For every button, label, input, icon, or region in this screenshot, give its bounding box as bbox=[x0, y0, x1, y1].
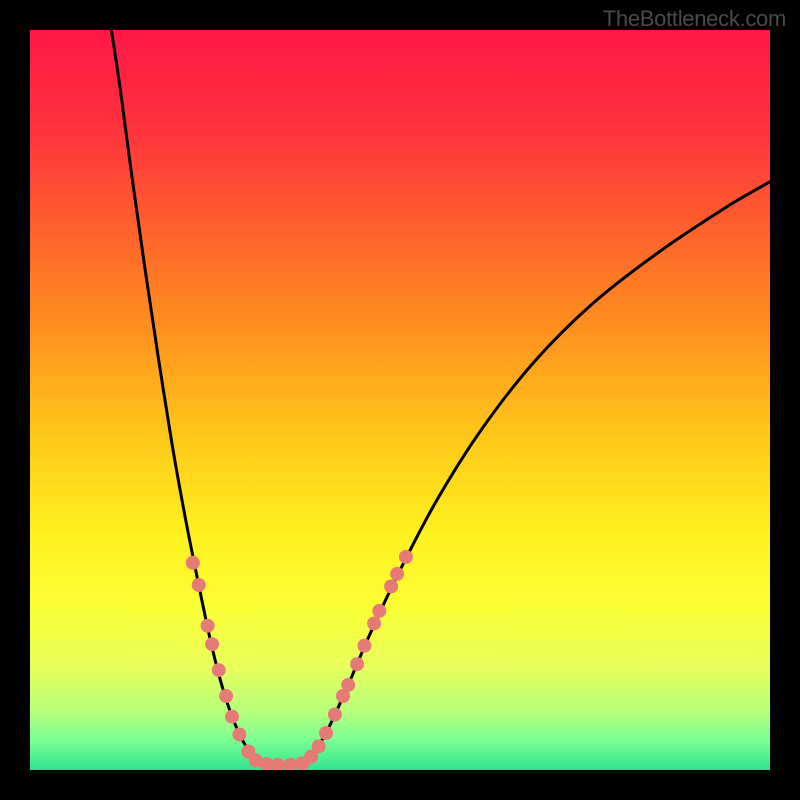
data-marker bbox=[219, 689, 233, 703]
plot-svg bbox=[30, 30, 770, 770]
watermark-text: TheBottleneck.com bbox=[603, 6, 786, 32]
chart-root: TheBottleneck.com bbox=[0, 0, 800, 800]
data-marker bbox=[212, 663, 226, 677]
data-marker bbox=[319, 726, 333, 740]
data-marker bbox=[399, 550, 413, 564]
data-marker bbox=[205, 637, 219, 651]
data-marker bbox=[390, 567, 404, 581]
data-marker bbox=[192, 578, 206, 592]
data-marker bbox=[328, 708, 342, 722]
data-marker bbox=[312, 739, 326, 753]
data-marker bbox=[350, 657, 364, 671]
data-marker bbox=[186, 556, 200, 570]
data-marker bbox=[232, 727, 246, 741]
data-marker bbox=[372, 604, 386, 618]
data-marker bbox=[384, 579, 398, 593]
data-marker bbox=[367, 616, 381, 630]
data-marker bbox=[201, 619, 215, 633]
plot-area bbox=[30, 30, 770, 770]
data-marker bbox=[341, 678, 355, 692]
data-marker bbox=[357, 639, 371, 653]
gradient-background bbox=[30, 30, 770, 770]
data-marker bbox=[225, 710, 239, 724]
